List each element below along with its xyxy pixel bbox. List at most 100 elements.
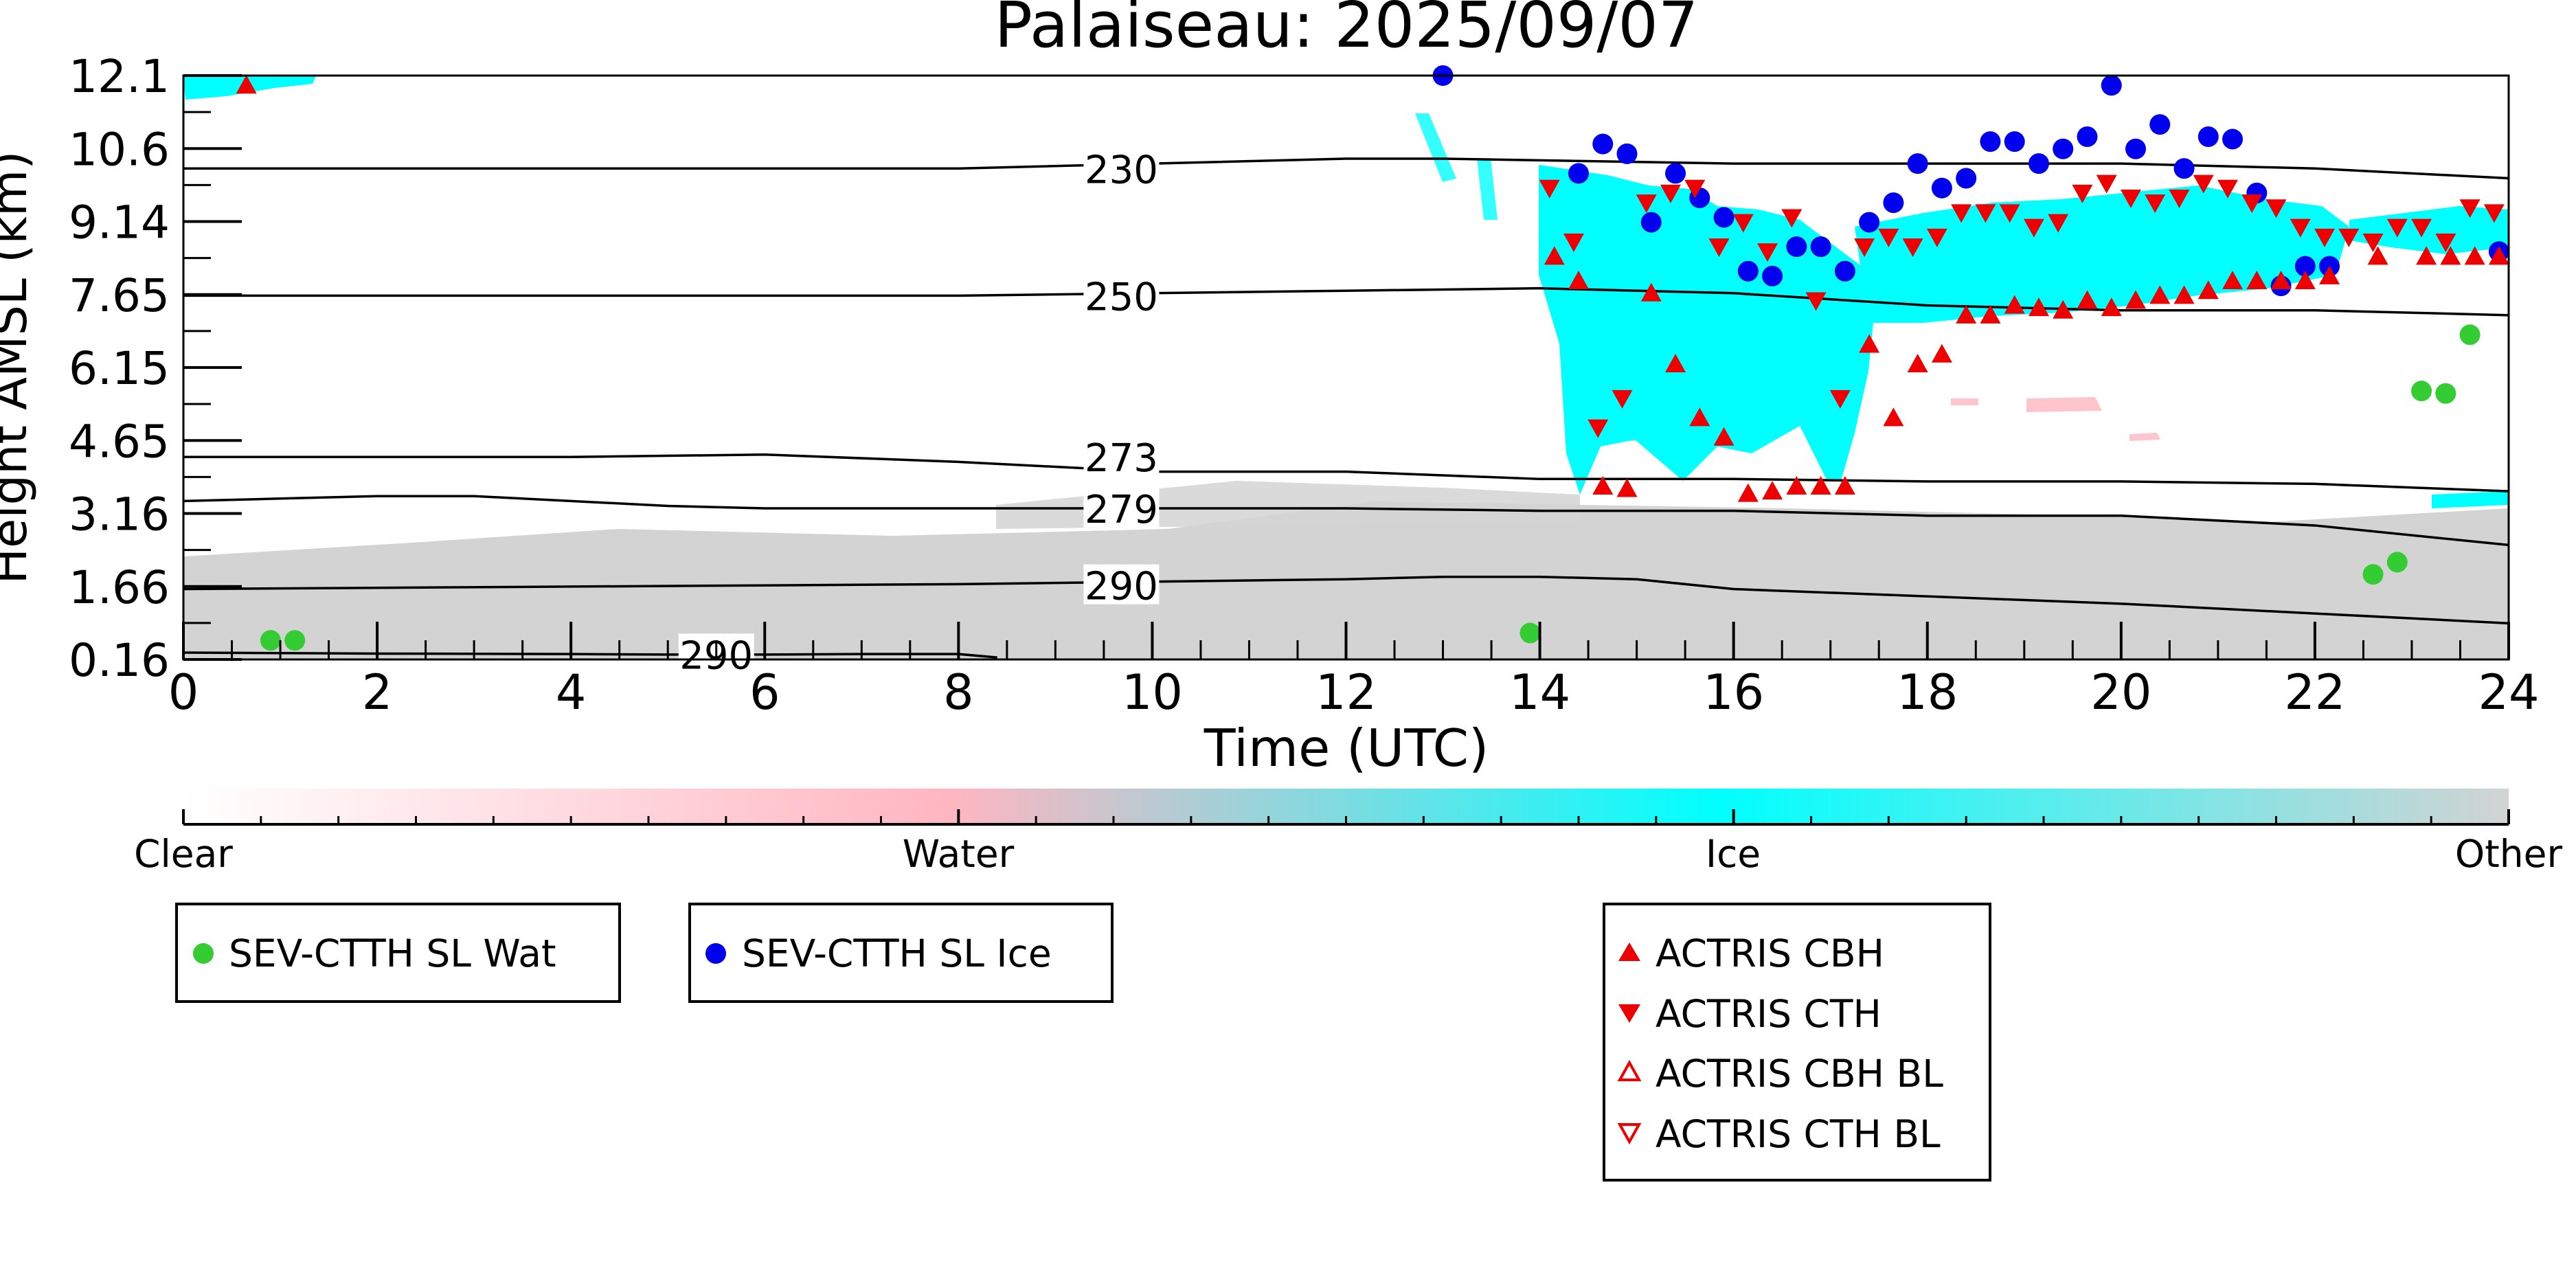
- legend-label-actris-cbh-bl: ACTRIS CBH BL: [1656, 1052, 1943, 1096]
- data-point-circle: [2004, 131, 2025, 152]
- x-tick-label: 0: [168, 664, 199, 721]
- data-point-triangle-down: [2048, 214, 2069, 233]
- data-point-triangle-down: [2435, 234, 2456, 253]
- data-point-triangle-down: [2386, 218, 2408, 238]
- x-tick-label: 12: [1315, 664, 1377, 721]
- colorbar: Clear Water Ice Other: [134, 789, 2562, 876]
- ice-class-streaks: [1415, 113, 1498, 220]
- data-point-triangle-down: [1878, 228, 1899, 247]
- contour-line: [183, 453, 2509, 493]
- legend-box: [175, 903, 621, 1003]
- data-point-triangle-up: [2077, 290, 2098, 309]
- data-point-triangle-up: [2319, 265, 2340, 284]
- data-point-triangle-down: [2411, 218, 2432, 238]
- data-point-triangle-down: [2362, 234, 2384, 253]
- data-point-triangle-up: [1907, 354, 1928, 373]
- contour-label-bg: [1083, 275, 1160, 315]
- contour-label-bg: [1083, 488, 1160, 528]
- data-point-circle: [2101, 75, 2122, 96]
- data-point-triangle-down: [1612, 389, 1633, 409]
- data-point-triangle-up: [1956, 304, 1977, 324]
- x-tick-label: 2: [362, 664, 393, 721]
- legend-marker-actris-cbh-bl: [1617, 1059, 1642, 1081]
- x-tick-label: 16: [1703, 664, 1764, 721]
- data-point-triangle-up: [1640, 282, 1662, 302]
- data-point-circle: [2411, 381, 2432, 402]
- data-point-circle: [1762, 265, 1783, 286]
- data-point-circle: [284, 630, 306, 651]
- legend-actris: ACTRIS CBH ACTRIS CTH ACTRIS CBH BL ACTR…: [1603, 903, 1991, 1182]
- contour-line: [183, 575, 2509, 625]
- data-point-triangle-down: [1781, 209, 1803, 228]
- chart-title: Palaiseau: 2025/09/07: [995, 0, 1699, 62]
- data-point-triangle-up: [1931, 343, 1952, 363]
- data-point-circle: [2077, 126, 2098, 147]
- data-point-circle: [2125, 138, 2146, 159]
- data-point-circle: [2222, 128, 2244, 150]
- data-point-circle: [1737, 260, 1759, 282]
- data-point-triangle-up: [2197, 280, 2219, 300]
- data-point-circle: [1713, 207, 1735, 228]
- data-point-triangle-up: [236, 75, 257, 94]
- data-point-circle: [1616, 143, 1638, 164]
- data-point-triangle-up: [1834, 475, 1855, 495]
- data-point-triangle-up: [2246, 270, 2268, 289]
- data-point-triangle-up: [1810, 475, 1831, 495]
- contour-line: [183, 157, 2509, 180]
- x-axis-label: Time (UTC): [1204, 718, 1489, 778]
- x-tick-label: 4: [556, 664, 587, 721]
- data-point-triangle-down: [1708, 238, 1730, 258]
- x-tick-label: 22: [2284, 664, 2345, 721]
- legend-marker-actris-cbh: [1618, 942, 1640, 961]
- data-point-circle: [1883, 192, 1904, 214]
- data-point-circle: [1568, 163, 1589, 184]
- y-tick-label: 3.16: [69, 488, 170, 541]
- legend-marker-sev-wat: [193, 943, 214, 964]
- y-tick-label: 6.15: [69, 342, 170, 395]
- y-axis: 0.16 1.66 3.16 4.65 6.15 7.65 9.14 10.6 12.1: [69, 50, 242, 687]
- data-point-circle: [1980, 131, 2001, 152]
- data-point-triangle-up: [2440, 246, 2461, 265]
- data-point-circle: [1956, 168, 1977, 189]
- data-point-circle: [2028, 153, 2049, 174]
- legend-label-actris-cbh: ACTRIS CBH: [1656, 931, 1884, 975]
- data-point-circle: [2149, 114, 2171, 135]
- data-point-triangle-down: [1805, 292, 1827, 311]
- data-point-circle: [2362, 564, 2384, 585]
- data-point-circle: [2053, 138, 2074, 159]
- data-point-circle: [1640, 212, 1662, 233]
- data-point-triangle-up: [2367, 246, 2388, 265]
- data-point-triangle-down: [1829, 389, 1851, 409]
- y-tick-label: 10.6: [69, 123, 170, 176]
- legend-marker-actris-cth: [1618, 1004, 1640, 1023]
- data-point-circle: [1810, 236, 1831, 258]
- data-point-triangle-down: [1975, 204, 1996, 223]
- other-class-layer: [183, 501, 2509, 659]
- data-point-triangle-up: [2270, 270, 2292, 289]
- contour-label: 230: [1085, 148, 1158, 192]
- legend-sev-wat: SEV-CTTH SL Wat: [175, 903, 621, 1003]
- data-point-triangle-down: [1926, 228, 1947, 247]
- data-point-triangle-down: [2338, 228, 2360, 247]
- y-tick-label: 9.14: [69, 196, 170, 249]
- data-point-triangle-up: [2294, 270, 2316, 289]
- legend-label-actris-cth: ACTRIS CTH: [1656, 992, 1882, 1036]
- data-markers: [236, 65, 2509, 651]
- contour-label-bg: [1083, 564, 1160, 605]
- data-point-triangle-down: [2314, 228, 2336, 247]
- contour-line: [183, 286, 2509, 317]
- x-tick-label: 20: [2090, 664, 2151, 721]
- y-axis-label: Height AMSL (km): [0, 151, 38, 585]
- colorbar-label-other: Other: [2455, 832, 2563, 876]
- water-class-patch-2: [1951, 397, 2160, 441]
- data-point-triangle-up: [2416, 246, 2437, 265]
- data-point-circle: [2197, 126, 2219, 147]
- y-tick-label: 7.65: [69, 269, 170, 322]
- data-point-triangle-down: [2193, 174, 2214, 194]
- x-tick-label: 10: [1122, 664, 1183, 721]
- data-point-triangle-down: [1588, 419, 1609, 438]
- data-point-triangle-up: [1544, 246, 1565, 265]
